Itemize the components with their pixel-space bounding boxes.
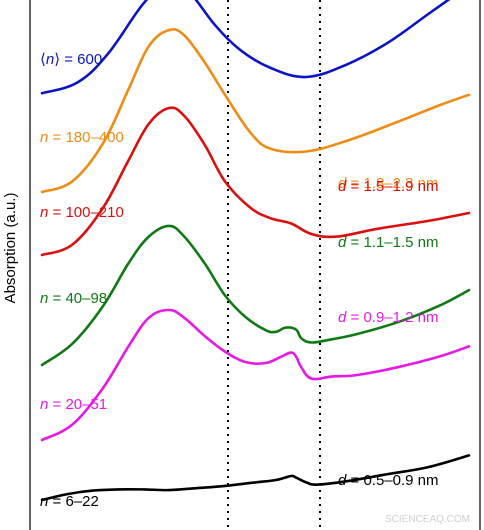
series-label-s20: n = 20–51 — [40, 396, 107, 413]
series-label-s100: n = 100–210 — [40, 204, 124, 221]
series-line-s600 — [40, 0, 451, 95]
size-label-s6: d = 0.5–0.9 nm — [338, 472, 439, 489]
series-line-s40 — [40, 224, 471, 367]
series-line-s6 — [40, 454, 471, 502]
series-line-s100 — [40, 106, 471, 257]
size-label-s100: d = 1.5–1.9 nm — [338, 178, 439, 195]
size-label-s20: d = 0.9–1.2 nm — [338, 309, 439, 326]
size-label-s180: d = 1.8–2.3 nm — [338, 175, 439, 192]
series-label-s40: n = 40–98 — [40, 290, 107, 307]
watermark-text: SCIENCEAQ.COM — [385, 514, 470, 525]
series-label-s180: n = 180–400 — [40, 129, 124, 146]
plot-frame — [29, 0, 481, 530]
series-label-s6: n = 6–22 — [40, 493, 99, 510]
series-lines — [40, 0, 471, 502]
series-line-s180 — [40, 27, 471, 194]
series-label-s600: ⟨n⟩ = 600 — [40, 51, 102, 68]
reference-lines — [227, 0, 321, 530]
series-line-s20 — [40, 308, 471, 442]
series-labels: ⟨n⟩ = 600 n = 180–400 d = 1.8–2.3 nm n = 10… — [40, 51, 439, 510]
size-label-s40: d = 1.1–1.5 nm — [338, 234, 439, 251]
y-axis-label: Absorption (a.u.) — [2, 193, 19, 304]
